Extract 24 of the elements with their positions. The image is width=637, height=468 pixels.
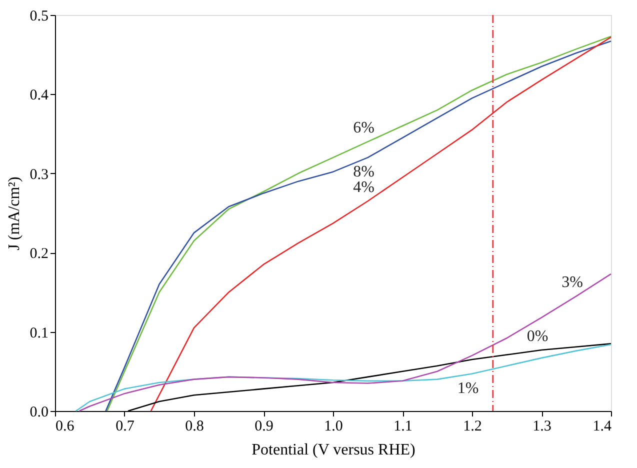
annotation: 6% bbox=[353, 120, 374, 137]
y-axis-title: J (mA/cm²) bbox=[6, 176, 23, 250]
y-tick-label: 0.2 bbox=[30, 246, 48, 262]
x-tick-label: 1.0 bbox=[324, 418, 343, 434]
annotation: 8% bbox=[353, 164, 374, 181]
x-tick-label: 1.3 bbox=[532, 418, 552, 434]
annotation: 0% bbox=[526, 328, 548, 346]
x-tick-label: 0.7 bbox=[116, 418, 135, 434]
x-axis-title: Potential (V versus RHE) bbox=[252, 442, 416, 458]
x-tick-label: 1.2 bbox=[463, 418, 482, 434]
annotation: 1% bbox=[457, 380, 479, 397]
line-series bbox=[78, 273, 612, 412]
y-tick-label: 0.3 bbox=[30, 166, 48, 183]
annotation: 3% bbox=[562, 274, 583, 292]
x-tick-label: 0.8 bbox=[185, 418, 204, 434]
x-tick-label: 1.1 bbox=[394, 418, 412, 434]
y-tick-label: 0.4 bbox=[30, 88, 49, 104]
y-tick-label: 0.0 bbox=[30, 404, 48, 420]
x-tick-label: 1.4 bbox=[592, 418, 612, 434]
x-tick-label: 0.9 bbox=[254, 418, 274, 434]
y-tick-label: 0.5 bbox=[30, 8, 48, 24]
annotation: 4% bbox=[353, 179, 374, 196]
x-tick-label: 0.6 bbox=[56, 418, 75, 434]
y-tick-label: 0.1 bbox=[30, 325, 48, 342]
